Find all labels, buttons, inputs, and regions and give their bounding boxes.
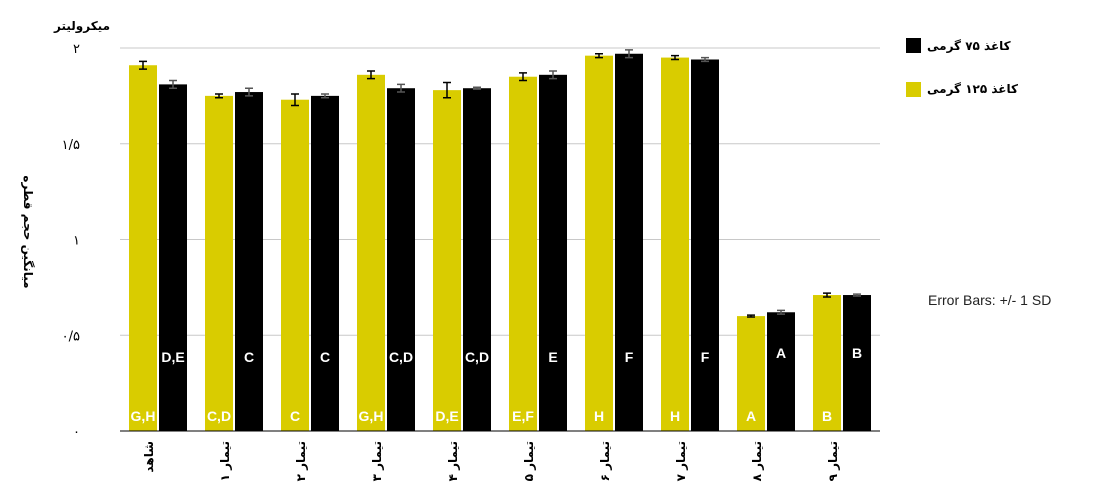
legend-label-75: کاغذ ۷۵ گرمی — [927, 39, 1011, 53]
y-tick-label: ۱ — [73, 234, 80, 249]
error-bar — [367, 70, 375, 80]
error-bar — [671, 54, 679, 61]
error-bar — [473, 86, 481, 90]
error-bar — [777, 309, 785, 315]
y-tick-label: ۰ — [73, 425, 80, 440]
bar-group-label: C,D — [207, 408, 231, 424]
legend: کاغذ ۷۵ گرمی کاغذ ۱۲۵ گرمی — [906, 38, 1018, 97]
error-bar — [169, 79, 177, 89]
bar — [311, 95, 339, 431]
y-unit-label: میکرولیتر — [53, 19, 110, 34]
gridlines — [120, 47, 880, 336]
bar-group-label: A — [746, 408, 756, 424]
x-axis-labels: شاهد تیمار ۱ تیمار ۲ تیمار ۳ تیمار ۴ تیمار ۵ ت… — [142, 441, 840, 481]
bar — [509, 76, 537, 431]
bar — [615, 53, 643, 432]
x-category-label: تیمار ۹ — [826, 441, 840, 481]
y-tick-label: ۲ — [73, 42, 80, 57]
bar-group-label: E,F — [512, 408, 534, 424]
bar — [813, 295, 841, 431]
y-tick-label: ۰/۵ — [62, 329, 80, 344]
error-bar — [291, 93, 299, 107]
error-bar — [701, 56, 709, 63]
error-bar — [625, 49, 633, 59]
bar-group-label: A — [776, 345, 786, 361]
bar — [737, 316, 765, 431]
error-bar — [215, 93, 223, 99]
bar-group-label: C — [290, 408, 300, 424]
bar — [159, 84, 187, 431]
x-category-label: تیمار ۱ — [218, 441, 232, 481]
x-category-label: تیمار ۳ — [370, 441, 384, 481]
bar-group-label: G,H — [131, 408, 156, 424]
y-axis-title: میانگین حجم قطره — [21, 175, 35, 288]
bar-group-label: C,D — [389, 349, 413, 365]
bar — [205, 95, 233, 431]
error-bar — [747, 314, 755, 318]
bar — [387, 88, 415, 431]
bar-group-label: H — [594, 408, 604, 424]
x-category-label: تیمار ۵ — [522, 441, 536, 481]
bar-group-label: B — [852, 345, 862, 361]
legend-swatch-125 — [906, 82, 921, 97]
bar-group-label: C — [244, 349, 254, 365]
bar — [357, 74, 385, 431]
bar-group-label: C,D — [465, 349, 489, 365]
x-category-label: تیمار ۸ — [750, 441, 764, 481]
bar-group-label: E — [548, 349, 557, 365]
bar-group-label: F — [625, 349, 634, 365]
x-category-label: تیمار ۴ — [446, 441, 460, 481]
bar-group-label: B — [822, 408, 832, 424]
bar — [235, 92, 263, 432]
bar-group-label: C — [320, 349, 330, 365]
x-category-label: شاهد — [142, 441, 156, 473]
bar — [433, 90, 461, 431]
error-bar — [321, 93, 329, 99]
bar-group-label: D,E — [435, 408, 458, 424]
error-bar — [397, 83, 405, 93]
error-bar — [823, 292, 831, 298]
bar — [281, 99, 309, 431]
error-bar — [853, 293, 861, 297]
bar-group-label: D,E — [161, 349, 184, 365]
bar — [691, 59, 719, 432]
error-bars-note: Error Bars: +/- 1 SD — [928, 292, 1051, 308]
bar-group-label: G,H — [359, 408, 384, 424]
error-bar — [139, 60, 147, 70]
x-category-label: تیمار ۶ — [598, 441, 612, 481]
error-bar — [549, 70, 557, 80]
error-bar — [245, 87, 253, 97]
bar — [767, 312, 795, 431]
bar — [129, 65, 157, 432]
bar — [661, 57, 689, 431]
error-bar — [595, 52, 603, 59]
x-category-label: تیمار ۲ — [294, 441, 308, 481]
legend-swatch-75 — [906, 38, 921, 53]
x-category-label: تیمار ۷ — [674, 441, 688, 481]
bar-group-label: H — [670, 408, 680, 424]
bar — [843, 295, 871, 431]
bar — [585, 55, 613, 431]
y-axis-ticks: ۰ ۰/۵ ۱ ۱/۵ ۲ — [62, 42, 80, 440]
error-bar — [519, 72, 527, 82]
bars: G,H D,E C,D C C C G,H C,D D,E C,D E,F E H F H F A A B B — [129, 49, 871, 432]
error-bar — [443, 81, 451, 99]
bar — [463, 88, 491, 431]
y-tick-label: ۱/۵ — [62, 138, 80, 153]
bar-group-label: F — [701, 349, 710, 365]
legend-label-125: کاغذ ۱۲۵ گرمی — [927, 82, 1018, 96]
bar — [539, 74, 567, 431]
